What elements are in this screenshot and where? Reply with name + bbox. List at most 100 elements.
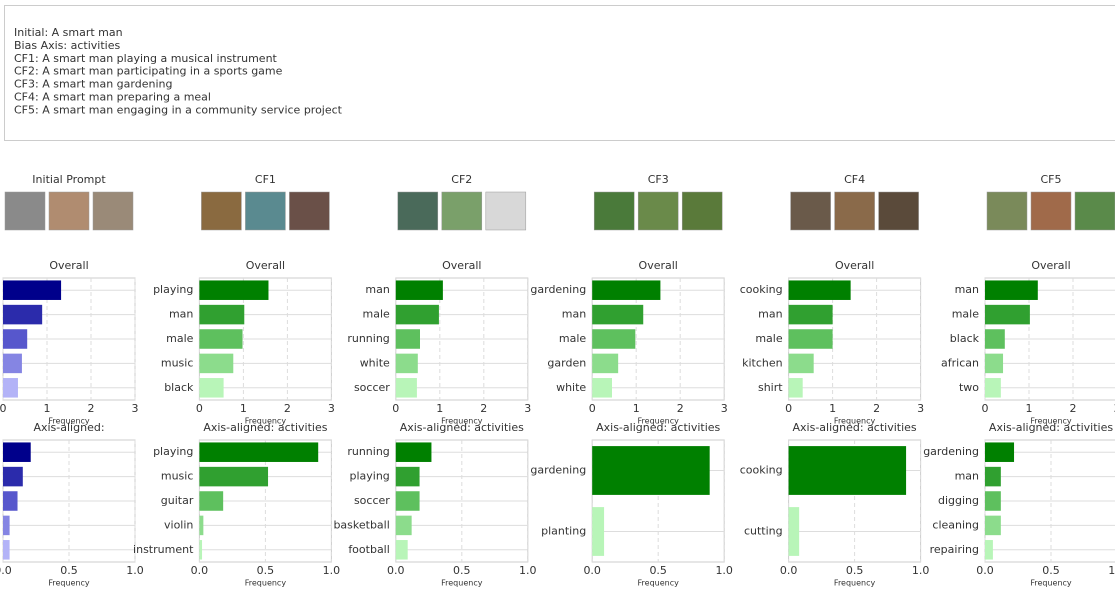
x-axis-label: Frequency <box>48 417 90 426</box>
x-tick-label: 1 <box>436 402 443 415</box>
y-tick-label: african <box>941 356 979 369</box>
y-tick-label: male <box>952 308 980 321</box>
panel-title: Initial Prompt <box>32 173 106 186</box>
x-tick-label: 0.0 <box>780 564 798 577</box>
y-tick-label: black <box>950 332 980 345</box>
y-tick-label: man <box>955 283 979 296</box>
y-tick-label: man <box>955 470 979 483</box>
bar <box>985 515 1001 536</box>
x-tick-label: 0.0 <box>0 564 12 577</box>
bar <box>395 304 439 325</box>
y-tick-label: white <box>360 356 390 369</box>
x-tick-label: 1 <box>240 402 247 415</box>
x-tick-label: 3 <box>917 402 924 415</box>
thumbnail <box>48 191 90 231</box>
x-tick-label: 2 <box>677 402 684 415</box>
thumbnail <box>441 191 483 231</box>
y-tick-label: repairing <box>930 543 979 556</box>
prompt-line: CF5: A smart man engaging in a community… <box>14 103 343 116</box>
bar <box>3 353 22 374</box>
thumbnail <box>834 191 875 231</box>
thumbnail <box>397 191 439 231</box>
thumbnail <box>790 191 831 231</box>
x-axis-label: Frequency <box>245 579 287 588</box>
x-tick-label: 0.0 <box>191 564 209 577</box>
chart-title: Overall <box>1031 259 1070 272</box>
x-tick-label: 0 <box>196 402 203 415</box>
bar <box>788 280 851 300</box>
thumbnail <box>593 191 635 231</box>
bar <box>395 466 420 487</box>
bar <box>395 515 412 536</box>
x-tick-label: 1.0 <box>715 564 733 577</box>
chart-title: Axis-aligned: activities <box>989 421 1113 434</box>
y-tick-label: man <box>562 308 586 321</box>
bar <box>395 329 420 349</box>
thumbnail <box>245 191 286 231</box>
y-tick-label: two <box>959 381 979 394</box>
prompt-line: CF4: A smart man preparing a meal <box>14 91 211 104</box>
y-tick-label: man <box>169 308 193 321</box>
bar <box>788 446 907 495</box>
x-tick-label: 0.5 <box>453 564 471 577</box>
y-tick-label: kitchen <box>742 356 783 369</box>
chart-title: Axis-aligned: activities <box>400 421 524 434</box>
x-tick-label: 0.0 <box>387 564 405 577</box>
x-tick-label: 2 <box>873 402 880 415</box>
chart-title: Overall <box>49 259 88 272</box>
bar <box>3 329 28 349</box>
y-tick-label: basketball <box>333 518 389 531</box>
x-tick-label: 1.0 <box>126 564 144 577</box>
panel-title: CF1 <box>255 173 276 186</box>
y-tick-label: music <box>161 470 194 483</box>
thumbnail <box>4 191 46 231</box>
bar <box>199 353 234 374</box>
bar <box>199 540 203 560</box>
y-tick-label: instrument <box>133 543 194 556</box>
x-axis-label: Frequency <box>834 579 876 588</box>
thumbnail <box>1030 191 1072 231</box>
y-tick-label: cleaning <box>932 518 979 531</box>
bar <box>395 442 432 462</box>
y-tick-label: cooking <box>740 283 783 296</box>
x-axis-label: Frequency <box>48 579 90 588</box>
bar <box>395 378 417 398</box>
prompt-line: Initial: A smart man <box>14 26 123 39</box>
y-tick-label: gardening <box>923 445 979 458</box>
x-tick-label: 2 <box>480 402 487 415</box>
x-tick-label: 1 <box>44 402 51 415</box>
y-tick-label: male <box>166 332 194 345</box>
thumbnail <box>485 191 527 231</box>
prompt-line: Bias Axis: activities <box>14 39 120 52</box>
bar <box>985 378 1001 398</box>
y-tick-label: white <box>556 381 586 394</box>
chart-title: Overall <box>442 259 481 272</box>
bar <box>199 442 319 462</box>
x-axis-label: Frequency <box>245 417 287 426</box>
bar <box>199 304 245 325</box>
x-tick-label: 1.0 <box>323 564 341 577</box>
x-tick-label: 0 <box>392 402 399 415</box>
y-tick-label: gardening <box>530 464 586 477</box>
x-tick-label: 0 <box>0 402 7 415</box>
y-tick-label: soccer <box>354 494 390 507</box>
bar <box>985 466 1001 487</box>
y-tick-label: man <box>758 308 782 321</box>
bar <box>592 353 619 374</box>
thumbnail <box>681 191 723 231</box>
y-tick-label: planting <box>541 525 586 538</box>
bar <box>788 353 814 374</box>
x-axis-label: Frequency <box>834 417 876 426</box>
x-axis-label: Frequency <box>1030 579 1072 588</box>
x-tick-label: 0.5 <box>846 564 864 577</box>
x-axis-label: Frequency <box>638 417 680 426</box>
bar <box>592 280 661 300</box>
chart-title: Overall <box>835 259 874 272</box>
bar <box>395 491 420 511</box>
y-tick-label: football <box>348 543 389 556</box>
thumbnail <box>289 191 330 231</box>
y-tick-label: digging <box>938 494 979 507</box>
bar <box>788 378 803 398</box>
bar <box>3 304 43 325</box>
